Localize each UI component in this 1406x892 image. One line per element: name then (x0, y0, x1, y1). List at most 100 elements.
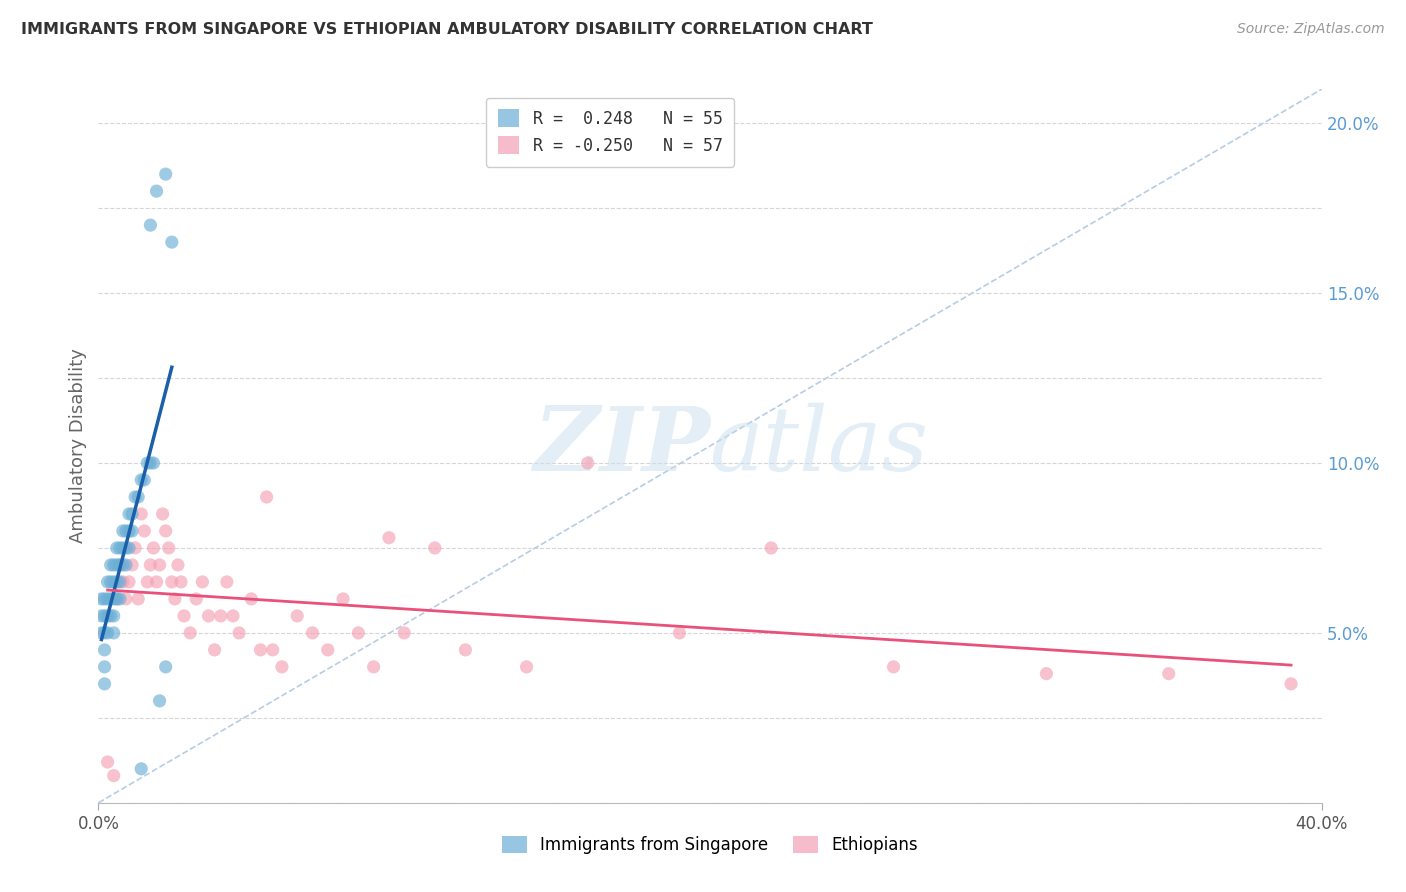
Y-axis label: Ambulatory Disability: Ambulatory Disability (69, 349, 87, 543)
Point (108, 558, 131, 572)
Point (97, 755, 120, 769)
Point (186, 591, 208, 606)
Point (111, 541, 134, 555)
Point (173, 608, 195, 623)
Point (103, 608, 125, 623)
Point (139, 218, 162, 232)
Point (118, 574, 141, 589)
Point (118, 524, 141, 538)
Point (204, 643, 226, 657)
Point (121, 524, 143, 538)
Point (108, 574, 131, 589)
Point (93, 677, 115, 691)
Point (100, 608, 122, 623)
Point (90, 591, 112, 606)
Point (209, 608, 232, 623)
Point (103, 769, 125, 783)
Point (134, 473, 156, 487)
Point (90, 626, 112, 640)
Point (93, 608, 115, 623)
Point (108, 541, 131, 555)
Point (883, 660, 905, 674)
Point (121, 507, 143, 521)
Point (170, 574, 193, 589)
Point (97, 608, 120, 623)
Point (100, 574, 122, 589)
Point (103, 591, 125, 606)
Point (100, 591, 122, 606)
Point (160, 235, 183, 249)
Point (129, 507, 152, 521)
Point (97, 626, 120, 640)
Point (197, 608, 219, 623)
Point (1035, 666, 1057, 681)
Point (103, 626, 125, 640)
Point (163, 591, 186, 606)
Point (228, 626, 250, 640)
Point (100, 558, 122, 572)
Point (454, 643, 477, 657)
Point (256, 490, 278, 504)
Point (576, 456, 599, 470)
Point (127, 591, 149, 606)
Text: ZIP: ZIP (534, 403, 710, 489)
Text: atlas: atlas (710, 402, 929, 490)
Point (262, 643, 284, 657)
Point (1157, 666, 1180, 681)
Point (111, 558, 134, 572)
Point (105, 591, 128, 606)
Point (160, 574, 183, 589)
Point (155, 660, 177, 674)
Point (103, 574, 125, 589)
Point (129, 473, 152, 487)
Point (347, 626, 370, 640)
Point (149, 558, 172, 572)
Point (97, 591, 120, 606)
Point (129, 762, 152, 776)
Point (145, 574, 167, 589)
Point (115, 541, 138, 555)
Point (139, 558, 162, 572)
Point (115, 558, 138, 572)
Point (111, 574, 134, 589)
Point (142, 541, 165, 555)
Text: IMMIGRANTS FROM SINGAPORE VS ETHIOPIAN AMBULATORY DISABILITY CORRELATION CHART: IMMIGRANTS FROM SINGAPORE VS ETHIOPIAN A… (21, 22, 873, 37)
Point (105, 558, 128, 572)
Point (105, 541, 128, 555)
Point (103, 558, 125, 572)
Legend: Immigrants from Singapore, Ethiopians: Immigrants from Singapore, Ethiopians (494, 828, 927, 863)
Point (108, 558, 131, 572)
Text: Source: ZipAtlas.com: Source: ZipAtlas.com (1237, 22, 1385, 37)
Point (93, 591, 115, 606)
Point (363, 660, 385, 674)
Point (124, 541, 146, 555)
Point (105, 591, 128, 606)
Point (516, 660, 538, 674)
Point (118, 541, 141, 555)
Point (423, 541, 446, 555)
Point (118, 507, 141, 521)
Point (124, 490, 146, 504)
Point (222, 608, 245, 623)
Point (155, 167, 177, 181)
Point (157, 541, 180, 555)
Point (167, 558, 190, 572)
Point (301, 626, 323, 640)
Point (127, 490, 149, 504)
Point (285, 608, 308, 623)
Point (139, 456, 162, 470)
Point (1279, 677, 1302, 691)
Point (378, 531, 401, 545)
Point (149, 694, 172, 708)
Point (240, 591, 263, 606)
Point (93, 626, 115, 640)
Point (115, 524, 138, 538)
Point (121, 558, 143, 572)
Point (392, 626, 416, 640)
Point (93, 643, 115, 657)
Point (155, 524, 177, 538)
Point (97, 574, 120, 589)
Point (191, 574, 214, 589)
Point (108, 591, 131, 606)
Point (249, 643, 271, 657)
